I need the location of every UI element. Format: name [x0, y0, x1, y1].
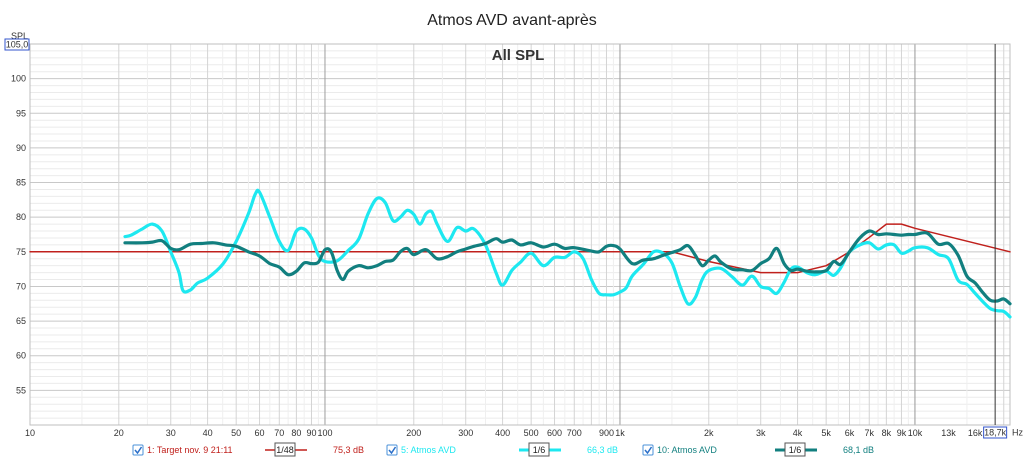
legend-series-name: 1: Target nov. 9 21:11	[147, 445, 233, 455]
x-tick-label: 700	[567, 428, 582, 438]
cursor-box[interactable]	[983, 426, 1008, 439]
x-tick-label: 10k	[908, 428, 923, 438]
legend-series-name: 10: Atmos AVD	[657, 445, 717, 455]
grid	[29, 44, 1010, 425]
x-tick-label: 13k	[941, 428, 956, 438]
y-tick-label: 70	[16, 281, 26, 291]
x-tick-label: 10	[25, 428, 35, 438]
x-tick-label: 1k	[615, 428, 625, 438]
smoothing-box[interactable]	[784, 442, 806, 457]
y-axis-unit: SPL	[11, 31, 28, 41]
legend-level: 68,1 dB	[843, 445, 874, 455]
x-tick-label: 16k	[968, 428, 983, 438]
x-tick-label: 20	[114, 428, 124, 438]
x-tick-label: 900	[599, 428, 614, 438]
x-tick-label: 40	[203, 428, 213, 438]
chart-title: Atmos AVD avant-après	[427, 12, 597, 29]
smoothing-label[interactable]: 1/6	[533, 445, 546, 455]
series-line-3	[123, 229, 1012, 306]
y-tick-label: 85	[16, 178, 26, 188]
x-tick-label: 9k	[897, 428, 907, 438]
check-icon	[134, 446, 143, 455]
plot-area-border	[29, 43, 1011, 426]
series-line-2	[123, 188, 1012, 319]
x-tick-label: 70	[274, 428, 284, 438]
legend-series-name: 5: Atmos AVD	[401, 445, 456, 455]
smoothing-box[interactable]	[528, 442, 550, 457]
y-tick-label: 100	[11, 74, 26, 84]
cursor-label[interactable]: 18,7k	[984, 428, 1007, 438]
check-icon	[644, 446, 653, 455]
x-tick-label: 60	[255, 428, 265, 438]
x-tick-label: 200	[406, 428, 421, 438]
x-tick-label: 7k	[864, 428, 874, 438]
x-tick-label: 50	[231, 428, 241, 438]
x-tick-label: 3k	[756, 428, 766, 438]
x-tick-label: 90	[306, 428, 316, 438]
y-max-label[interactable]: 105,0	[6, 40, 29, 50]
y-tick-label: 90	[16, 143, 26, 153]
x-tick-label: 30	[166, 428, 176, 438]
legend-level: 75,3 dB	[333, 445, 364, 455]
x-tick-label: 4k	[793, 428, 803, 438]
y-tick-label: 95	[16, 108, 26, 118]
y-max-box[interactable]	[4, 38, 30, 51]
x-tick-label: 2k	[704, 428, 714, 438]
smoothing-label[interactable]: 1/48	[276, 445, 294, 455]
x-tick-label: 6k	[845, 428, 855, 438]
y-tick-label: 65	[16, 316, 26, 326]
legend-level: 66,3 dB	[587, 445, 618, 455]
x-tick-label: 5k	[821, 428, 831, 438]
x-tick-label: 300	[458, 428, 473, 438]
y-tick-label: 80	[16, 212, 26, 222]
x-tick-label: 80	[291, 428, 301, 438]
y-tick-label: 75	[16, 247, 26, 257]
x-tick-label: 600	[547, 428, 562, 438]
x-tick-label: 8k	[882, 428, 892, 438]
legend: 1: Target nov. 9 21:11 1/48 75,3 dB 5: Atmo…	[132, 442, 874, 457]
x-tick-label: 100	[317, 428, 332, 438]
check-icon	[388, 446, 397, 455]
x-tick-label: 400	[495, 428, 510, 438]
smoothing-box[interactable]	[274, 442, 296, 457]
y-tick-label: 55	[16, 385, 26, 395]
series-layer	[29, 188, 1012, 319]
y-tick-label: 60	[16, 351, 26, 361]
axis-labels: 10 20 30 40 50 60 70 80 90 100 200 300 400 500 600 700 9…	[11, 74, 983, 438]
overlay-label: All SPL	[492, 47, 545, 64]
x-tick-label: 500	[524, 428, 539, 438]
x-axis-unit: Hz	[1012, 428, 1023, 438]
smoothing-label[interactable]: 1/6	[789, 445, 802, 455]
